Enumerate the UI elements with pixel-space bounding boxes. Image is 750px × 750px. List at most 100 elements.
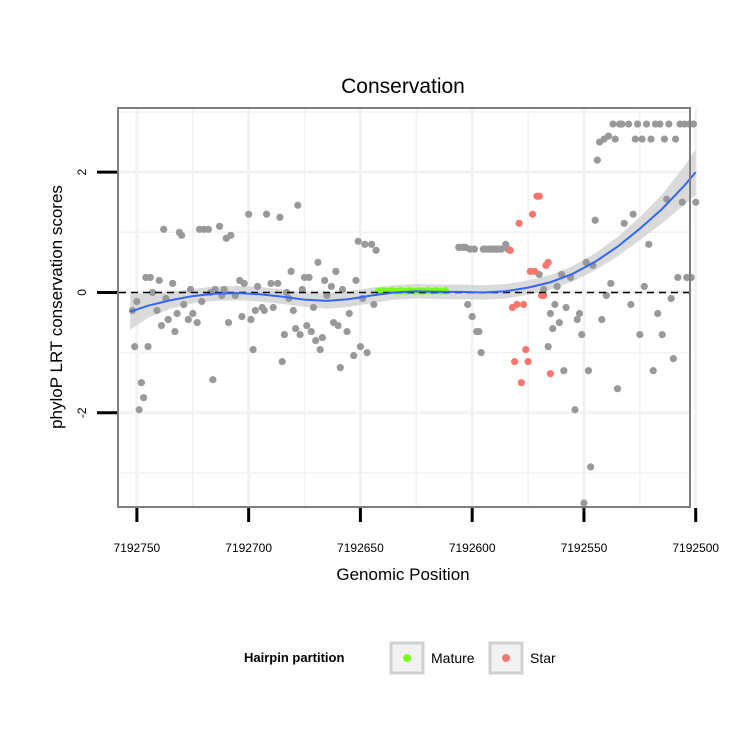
point-other [164, 315, 172, 324]
x-tick-label: 7192750 [114, 541, 161, 555]
legend-label-mature: Mature [431, 650, 475, 666]
point-other [549, 324, 557, 333]
point-other [280, 330, 289, 339]
point-other [354, 237, 362, 245]
point-other [497, 245, 505, 253]
point-other [361, 240, 369, 248]
point-other [578, 330, 586, 339]
point-other [186, 285, 195, 294]
point-other [209, 376, 217, 384]
point-other [309, 303, 318, 312]
point-other [468, 312, 476, 321]
point-other [674, 273, 682, 282]
point-other [356, 342, 365, 351]
point-other [551, 300, 559, 309]
point-other [598, 315, 606, 324]
point-other [227, 231, 235, 239]
smooth-curve-layer [129, 171, 697, 313]
point-other [645, 240, 653, 248]
point-other [193, 318, 201, 327]
legend-key-star [488, 641, 524, 675]
point-other [640, 282, 648, 291]
y-axis-title: phyloP LRT conservation scores [47, 185, 66, 429]
point-other [544, 342, 552, 351]
point-other [144, 342, 152, 351]
point-other [660, 135, 669, 143]
point-other [665, 120, 673, 128]
grid-lines [119, 109, 698, 506]
legend-title: Hairpin partition [244, 650, 344, 665]
point-other [251, 306, 259, 315]
point-star [535, 192, 543, 200]
point-star [546, 370, 555, 378]
point-other [262, 210, 271, 218]
point-star [513, 300, 521, 309]
point-other [352, 276, 360, 285]
point-star [515, 219, 523, 227]
point-other [627, 300, 635, 309]
point-other [587, 463, 595, 471]
point-other [658, 330, 666, 339]
point-other [318, 333, 327, 342]
point-other [336, 364, 344, 372]
point-other [296, 330, 304, 339]
point-other [667, 294, 675, 303]
series-star [506, 192, 555, 387]
point-other [562, 303, 570, 312]
point-other [307, 327, 315, 336]
point-other [220, 285, 228, 294]
point-other [157, 321, 166, 330]
data-points [128, 120, 700, 507]
point-other [211, 285, 219, 294]
point-other [198, 297, 206, 306]
point-other [247, 315, 255, 324]
point-other [338, 285, 347, 294]
point-other [636, 330, 644, 339]
point-other [260, 306, 268, 315]
point-other [470, 245, 479, 253]
point-other [276, 213, 284, 221]
smooth-curve [129, 171, 697, 313]
point-other [215, 222, 224, 230]
point-star [528, 210, 537, 218]
point-other [146, 273, 154, 282]
point-other [327, 282, 335, 291]
point-other [169, 279, 177, 288]
point-other [593, 156, 601, 164]
point-other [321, 276, 329, 285]
point-other [647, 135, 655, 143]
point-star [524, 358, 532, 366]
point-other [555, 318, 563, 327]
point-other [477, 349, 485, 357]
point-other [171, 327, 179, 336]
point-other [245, 210, 253, 218]
point-other [642, 120, 651, 128]
point-other [620, 219, 628, 227]
point-other [173, 309, 181, 318]
x-tick-label: 7192700 [225, 541, 272, 555]
point-other [607, 279, 615, 288]
point-star [517, 379, 525, 387]
point-other [253, 282, 262, 291]
point-other [184, 315, 192, 324]
point-other [314, 258, 322, 266]
y-tick-label: -2 [75, 407, 89, 418]
point-other [604, 132, 613, 140]
point-other [269, 303, 277, 312]
y-axis: 2 0 -2 [75, 169, 117, 418]
point-star [511, 358, 519, 366]
legend-label-star: Star [530, 650, 556, 666]
point-star [531, 267, 539, 276]
legend: Hairpin partition Mature Star [244, 641, 556, 675]
point-other [464, 300, 472, 309]
point-other [274, 279, 282, 288]
point-other [582, 258, 590, 266]
x-axis-title: Genomic Position [336, 565, 469, 584]
point-other [573, 315, 581, 324]
point-other [631, 135, 639, 143]
point-other [540, 285, 548, 294]
point-star [522, 346, 530, 354]
point-other [224, 318, 233, 327]
point-other [613, 385, 622, 393]
point-other [131, 342, 139, 351]
